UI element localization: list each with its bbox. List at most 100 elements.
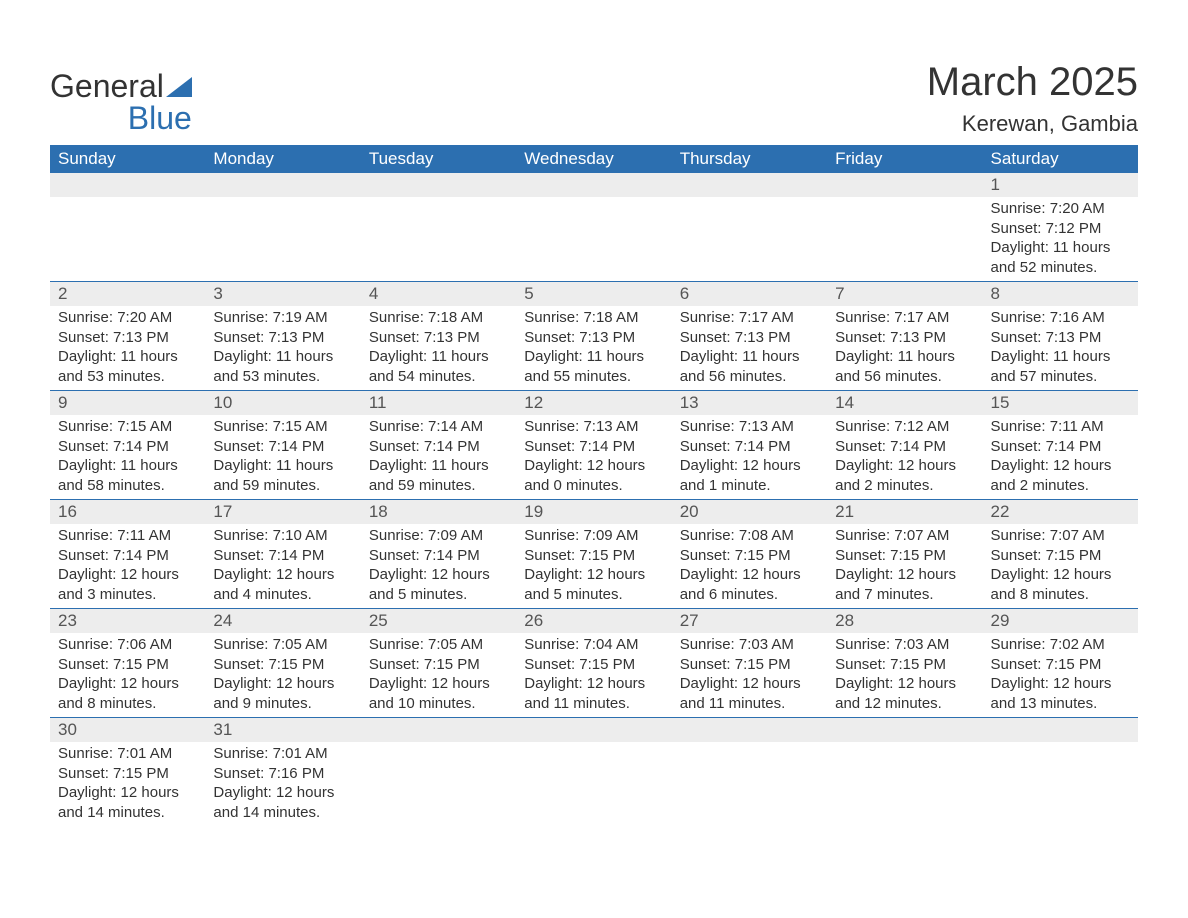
sunrise-text: Sunrise: 7:19 AM: [213, 308, 352, 328]
day-number: 14: [827, 391, 982, 415]
calendar-day-cell: 18Sunrise: 7:09 AMSunset: 7:14 PMDayligh…: [361, 500, 516, 609]
day-number: 20: [672, 500, 827, 524]
calendar-week-row: 2Sunrise: 7:20 AMSunset: 7:13 PMDaylight…: [50, 282, 1138, 391]
weekday-header: Tuesday: [361, 145, 516, 173]
day-data: Sunrise: 7:11 AMSunset: 7:14 PMDaylight:…: [50, 524, 205, 608]
sunset-text: Sunset: 7:14 PM: [58, 437, 197, 457]
sunset-text: Sunset: 7:13 PM: [835, 328, 974, 348]
daylight-text: Daylight: 11 hours and 57 minutes.: [991, 347, 1130, 386]
sunrise-text: Sunrise: 7:15 AM: [213, 417, 352, 437]
sunrise-text: Sunrise: 7:09 AM: [524, 526, 663, 546]
day-data: Sunrise: 7:06 AMSunset: 7:15 PMDaylight:…: [50, 633, 205, 717]
sunrise-text: Sunrise: 7:20 AM: [991, 199, 1130, 219]
calendar-day-cell: 22Sunrise: 7:07 AMSunset: 7:15 PMDayligh…: [983, 500, 1138, 609]
calendar-day-cell: [50, 173, 205, 282]
calendar-day-cell: 5Sunrise: 7:18 AMSunset: 7:13 PMDaylight…: [516, 282, 671, 391]
sunset-text: Sunset: 7:14 PM: [369, 546, 508, 566]
calendar-week-row: 30Sunrise: 7:01 AMSunset: 7:15 PMDayligh…: [50, 718, 1138, 827]
calendar-day-cell: 7Sunrise: 7:17 AMSunset: 7:13 PMDaylight…: [827, 282, 982, 391]
sunrise-text: Sunrise: 7:02 AM: [991, 635, 1130, 655]
calendar-day-cell: 23Sunrise: 7:06 AMSunset: 7:15 PMDayligh…: [50, 609, 205, 718]
sunset-text: Sunset: 7:13 PM: [991, 328, 1130, 348]
sunset-text: Sunset: 7:14 PM: [58, 546, 197, 566]
calendar-day-cell: 26Sunrise: 7:04 AMSunset: 7:15 PMDayligh…: [516, 609, 671, 718]
daylight-text: Daylight: 12 hours and 3 minutes.: [58, 565, 197, 604]
calendar-day-cell: 3Sunrise: 7:19 AMSunset: 7:13 PMDaylight…: [205, 282, 360, 391]
calendar-day-cell: 10Sunrise: 7:15 AMSunset: 7:14 PMDayligh…: [205, 391, 360, 500]
calendar-day-cell: 14Sunrise: 7:12 AMSunset: 7:14 PMDayligh…: [827, 391, 982, 500]
sunset-text: Sunset: 7:15 PM: [524, 655, 663, 675]
calendar-day-cell: 28Sunrise: 7:03 AMSunset: 7:15 PMDayligh…: [827, 609, 982, 718]
sunset-text: Sunset: 7:15 PM: [58, 764, 197, 784]
calendar-day-cell: 24Sunrise: 7:05 AMSunset: 7:15 PMDayligh…: [205, 609, 360, 718]
month-title: March 2025: [927, 60, 1138, 105]
day-number: 21: [827, 500, 982, 524]
day-number: 22: [983, 500, 1138, 524]
daylight-text: Daylight: 11 hours and 55 minutes.: [524, 347, 663, 386]
daylight-text: Daylight: 12 hours and 8 minutes.: [58, 674, 197, 713]
day-number: 8: [983, 282, 1138, 306]
calendar-day-cell: 29Sunrise: 7:02 AMSunset: 7:15 PMDayligh…: [983, 609, 1138, 718]
calendar-day-cell: [361, 718, 516, 827]
daylight-text: Daylight: 12 hours and 5 minutes.: [524, 565, 663, 604]
day-data: Sunrise: 7:12 AMSunset: 7:14 PMDaylight:…: [827, 415, 982, 499]
day-number: 13: [672, 391, 827, 415]
daylight-text: Daylight: 12 hours and 1 minute.: [680, 456, 819, 495]
weekday-header: Thursday: [672, 145, 827, 173]
calendar-day-cell: 16Sunrise: 7:11 AMSunset: 7:14 PMDayligh…: [50, 500, 205, 609]
calendar-day-cell: [516, 173, 671, 282]
day-number: 28: [827, 609, 982, 633]
calendar-week-row: 9Sunrise: 7:15 AMSunset: 7:14 PMDaylight…: [50, 391, 1138, 500]
sunset-text: Sunset: 7:14 PM: [835, 437, 974, 457]
day-data: Sunrise: 7:14 AMSunset: 7:14 PMDaylight:…: [361, 415, 516, 499]
sunset-text: Sunset: 7:15 PM: [991, 655, 1130, 675]
sunrise-text: Sunrise: 7:15 AM: [58, 417, 197, 437]
sunrise-text: Sunrise: 7:13 AM: [524, 417, 663, 437]
day-data: Sunrise: 7:20 AMSunset: 7:13 PMDaylight:…: [50, 306, 205, 390]
daylight-text: Daylight: 11 hours and 59 minutes.: [213, 456, 352, 495]
calendar-day-cell: [205, 173, 360, 282]
day-number: 9: [50, 391, 205, 415]
daylight-text: Daylight: 12 hours and 14 minutes.: [58, 783, 197, 822]
calendar-table: SundayMondayTuesdayWednesdayThursdayFrid…: [50, 145, 1138, 826]
sunrise-text: Sunrise: 7:10 AM: [213, 526, 352, 546]
calendar-day-cell: 30Sunrise: 7:01 AMSunset: 7:15 PMDayligh…: [50, 718, 205, 827]
sunrise-text: Sunrise: 7:18 AM: [524, 308, 663, 328]
day-number: 26: [516, 609, 671, 633]
sunset-text: Sunset: 7:13 PM: [369, 328, 508, 348]
day-data: Sunrise: 7:16 AMSunset: 7:13 PMDaylight:…: [983, 306, 1138, 390]
sunset-text: Sunset: 7:15 PM: [835, 655, 974, 675]
sunset-text: Sunset: 7:12 PM: [991, 219, 1130, 239]
day-number: 23: [50, 609, 205, 633]
brand-logo: General Blue: [50, 70, 192, 134]
day-data: Sunrise: 7:07 AMSunset: 7:15 PMDaylight:…: [983, 524, 1138, 608]
calendar-day-cell: 19Sunrise: 7:09 AMSunset: 7:15 PMDayligh…: [516, 500, 671, 609]
day-number: 25: [361, 609, 516, 633]
sunset-text: Sunset: 7:15 PM: [835, 546, 974, 566]
day-number: 17: [205, 500, 360, 524]
weekday-header: Friday: [827, 145, 982, 173]
brand-line2-text: Blue: [128, 100, 192, 136]
sunrise-text: Sunrise: 7:01 AM: [213, 744, 352, 764]
daylight-text: Daylight: 12 hours and 2 minutes.: [991, 456, 1130, 495]
day-data: Sunrise: 7:15 AMSunset: 7:14 PMDaylight:…: [50, 415, 205, 499]
day-number: 6: [672, 282, 827, 306]
sunrise-text: Sunrise: 7:12 AM: [835, 417, 974, 437]
daylight-text: Daylight: 11 hours and 56 minutes.: [835, 347, 974, 386]
calendar-week-row: 23Sunrise: 7:06 AMSunset: 7:15 PMDayligh…: [50, 609, 1138, 718]
calendar-day-cell: 11Sunrise: 7:14 AMSunset: 7:14 PMDayligh…: [361, 391, 516, 500]
sunset-text: Sunset: 7:15 PM: [369, 655, 508, 675]
day-data: Sunrise: 7:03 AMSunset: 7:15 PMDaylight:…: [827, 633, 982, 717]
daylight-text: Daylight: 11 hours and 56 minutes.: [680, 347, 819, 386]
daylight-text: Daylight: 12 hours and 10 minutes.: [369, 674, 508, 713]
day-data: Sunrise: 7:10 AMSunset: 7:14 PMDaylight:…: [205, 524, 360, 608]
sunset-text: Sunset: 7:15 PM: [680, 655, 819, 675]
day-number: 5: [516, 282, 671, 306]
calendar-day-cell: 4Sunrise: 7:18 AMSunset: 7:13 PMDaylight…: [361, 282, 516, 391]
day-data: Sunrise: 7:08 AMSunset: 7:15 PMDaylight:…: [672, 524, 827, 608]
calendar-day-cell: 2Sunrise: 7:20 AMSunset: 7:13 PMDaylight…: [50, 282, 205, 391]
day-data: Sunrise: 7:17 AMSunset: 7:13 PMDaylight:…: [672, 306, 827, 390]
day-data: Sunrise: 7:17 AMSunset: 7:13 PMDaylight:…: [827, 306, 982, 390]
calendar-day-cell: [827, 718, 982, 827]
day-number: 4: [361, 282, 516, 306]
